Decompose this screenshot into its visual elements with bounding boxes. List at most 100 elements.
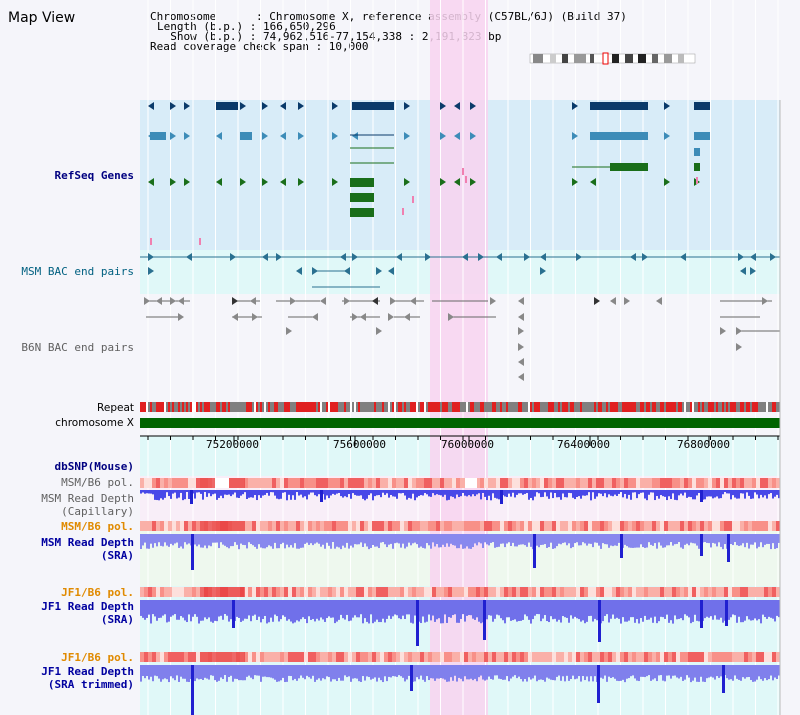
depth-bar [358,490,360,496]
msm-bac-link[interactable]: MSM BAC end pairs [21,265,134,278]
depth-bar [426,600,428,622]
depth-bar [346,490,348,498]
depth-bar [686,665,688,676]
depth-bar [640,490,642,493]
jf1-b6-pol-track-1[interactable] [140,587,780,597]
msm-bac-pairs[interactable] [140,253,780,288]
depth-bar [236,600,238,617]
pol-cell [176,652,180,662]
pol-cell [352,652,356,662]
msm-depth-capillary[interactable] [140,490,780,504]
depth-bar [484,665,486,681]
gene-exon-marker [252,313,258,321]
pol-cell [320,521,324,531]
gene-exon-marker [360,313,366,321]
tick-label: 76800000 [677,438,730,451]
gene-exon-marker [240,102,246,110]
gene-exon-marker [372,297,378,305]
depth-bar [390,665,392,678]
depth-bar [580,665,582,682]
pol-cell [436,587,440,597]
msm-depth-capillary-label[interactable]: MSM Read Depth [41,492,134,505]
chromosome-bar[interactable] [140,418,780,428]
depth-bar [356,665,358,679]
depth-bar [514,534,516,547]
depth-bar [268,534,270,546]
depth-bar [318,534,320,544]
pol-cell [776,587,780,597]
pol-cell [592,587,596,597]
depth-bar [378,490,380,496]
depth-bar [736,665,738,679]
jf1-depth-label[interactable]: JF1 Read Depth [41,600,134,613]
pol-cell [420,478,424,488]
depth-bar [350,600,352,621]
depth-bar [376,665,378,682]
depth-bar [528,600,530,620]
depth-bar [674,490,676,500]
refseq-genes[interactable] [148,102,710,245]
jf1-trim-label[interactable]: JF1 Read Depth [41,665,134,678]
depth-bar [386,665,388,682]
depth-bar [642,490,644,493]
depth-bar [412,600,414,624]
jf1-b6-pol-track-2[interactable] [140,652,780,662]
depth-bar [684,600,686,615]
depth-bar [334,665,336,680]
msm-b6-pol-label[interactable]: MSM/B6 pol. [61,476,134,489]
depth-bar [180,665,182,677]
pol-cell [500,521,504,531]
msm-depth-sra-label[interactable]: MSM Read Depth [41,536,134,549]
depth-bar [320,600,322,618]
depth-bar [388,490,390,498]
depth-bar [302,490,304,498]
gene-exon-marker [750,253,756,261]
refseq-genes-link[interactable]: RefSeq Genes [54,169,134,182]
depth-bar [636,490,638,499]
msm-b6-pol-label-2[interactable]: MSM/B6 pol. [61,520,134,533]
depth-bar [310,665,312,679]
depth-bar [734,534,736,543]
pol-cell [660,652,664,662]
pol-cell [328,652,332,662]
jf1-b6-pol-label[interactable]: JF1/B6 pol. [61,586,134,599]
gene-exon-marker [178,297,184,305]
depth-bar [464,490,466,496]
depth-bar [384,600,386,623]
msm-b6-pol-track-2[interactable] [140,521,780,531]
depth-bar [512,490,514,493]
depth-bar [186,665,188,682]
msm-b6-pol-track-1[interactable] [140,478,780,488]
depth-bar [420,534,422,547]
pol-cell [188,587,192,597]
depth-bar [592,490,594,493]
repeat-track[interactable] [140,402,780,412]
depth-bar [142,600,144,618]
depth-bar [418,534,420,548]
depth-bar [160,600,162,618]
pol-cell [272,652,276,662]
b6n-bac-link[interactable]: B6N BAC end pairs [21,341,134,354]
b6n-bac-pairs[interactable] [144,297,780,381]
pol-cell [604,652,608,662]
pol-cell [188,478,192,488]
depth-bar [626,490,628,499]
jf1-b6-pol-label-2[interactable]: JF1/B6 pol. [61,651,134,664]
depth-bar [470,534,472,549]
msm-depth-sra[interactable] [140,534,780,570]
gene-block [350,208,374,217]
depth-bar [466,490,468,497]
depth-bar [414,490,416,501]
pol-cell [756,587,760,597]
depth-bar [564,600,566,618]
jf1-depth-sra[interactable] [140,600,780,646]
depth-bar [702,665,704,682]
jf1-depth-sra-trimmed[interactable] [140,665,780,715]
pol-cell [464,587,468,597]
repeat-element [228,402,230,412]
chromosome-ideogram[interactable] [529,52,696,65]
pol-cell [500,478,504,488]
gene-exon-marker [770,253,776,261]
dbsnp-link[interactable]: dbSNP(Mouse) [54,460,134,473]
